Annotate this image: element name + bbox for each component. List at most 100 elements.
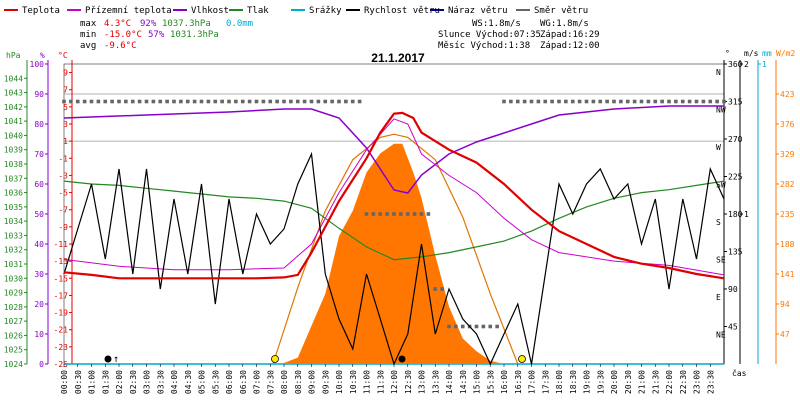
moonset-marker [398,355,406,363]
x-tick-label: 15:30 [486,370,495,394]
x-tick-label: 10:30 [349,370,358,394]
temperature-axis-tick-label: 9 [63,69,68,78]
axis-title-pct: % [40,51,45,60]
wind-direction-point [502,99,506,104]
wind-direction-point [364,212,369,216]
wind-direction-point [344,99,348,104]
wind-direction-point [227,99,231,104]
x-tick-label: 13:30 [431,370,440,394]
wind-direction-point [399,212,403,216]
x-tick-label: 07:00 [253,370,262,394]
wind-direction-point [433,287,438,291]
direction-axis-tick-label: 315 [728,98,743,107]
wind-direction-point [674,99,678,104]
wind-direction-point [570,99,575,104]
axis-title-wm2: W/m2 [776,49,795,58]
wind-direction-point [179,99,183,104]
wind-direction-point [357,99,362,104]
x-tick-label: 18:00 [555,370,564,394]
stat-sun-rise: Slunce Východ:07:35 [438,30,541,40]
humidity-axis-tick-label: 80 [34,120,44,129]
wind-direction-point [282,99,286,104]
wind-direction-point [69,99,73,104]
x-tick-label: 12:30 [404,370,413,394]
x-tick-label: 01:30 [101,370,110,394]
axis-title-deg: ° [725,49,730,58]
wind-direction-point [144,99,149,104]
direction-axis-compass-label: SE [716,256,726,265]
legend-label-3: Tlak [247,6,269,16]
axis-title-mm: mm [762,49,772,58]
direction-axis-tick-label: 360 [728,60,743,69]
wind-direction-point [598,99,603,104]
solar-axis-tick-label: 423 [780,90,795,99]
series-temperature [63,111,725,280]
direction-axis-compass-label: S [716,218,721,227]
wind-direction-point [103,99,108,104]
pressure-axis-tick-label: 1043 [4,89,23,98]
x-tick-label: 16:30 [514,370,523,394]
sunrise-marker [271,355,279,363]
solar-axis-tick-label: 141 [780,270,795,279]
pressure-axis-tick-label: 1027 [4,317,23,326]
axis-title-degc: °C [58,51,68,60]
temperature-axis-tick-label: -17 [54,291,69,300]
temperature-axis-tick-label: -7 [58,206,68,215]
stat-max-label: max [80,19,97,29]
wind-direction-point [220,99,224,104]
wind-direction-point [509,99,513,104]
temperature-axis-tick-label: -11 [54,240,69,249]
solar-axis-tick-label: 329 [780,150,795,159]
humidity-axis-tick-label: 10 [34,330,44,339]
x-tick-label: 22:00 [665,370,674,394]
humidity-axis-tick-label: 20 [34,300,44,309]
solar-axis-tick-label: 376 [780,120,795,129]
humidity-axis-tick-label: 70 [34,150,44,159]
wind-direction-point [350,99,355,104]
solar-axis-tick-label: 188 [780,240,795,249]
chart-plot [62,99,726,366]
wind-direction-point [82,99,87,104]
legend-label-2: Vlhkost [191,6,229,16]
stats-block: max 4.3°C 92% 1037.3hPa 0.0mm min -15.0°… [80,19,600,51]
wind-direction-point [495,324,499,329]
x-tick-label: 23:30 [706,370,715,394]
wind-direction-point [254,99,259,104]
temperature-axis-tick-label: -23 [54,343,69,352]
x-tick-label: 17:00 [528,370,537,394]
astro-markers: ↑ [104,354,526,365]
pressure-axis-tick-label: 1032 [4,246,23,255]
x-tick-label: 20:00 [610,370,619,394]
wind-direction-point [378,212,383,216]
axis-title-hpa: hPa [6,51,21,60]
wind-direction-point [268,99,273,104]
solar-axis-tick-label: 235 [780,210,795,219]
wind-direction-point [213,99,218,104]
wind-direction-point [481,324,486,329]
wind-direction-point [474,324,479,329]
stat-min-temp: -15.0°C [104,30,142,40]
stat-max-rain: 0.0mm [226,19,253,29]
x-tick-label: 14:00 [445,370,454,394]
wind-direction-point [309,99,314,104]
wind-direction-point [550,99,554,104]
legend-label-0: Teplota [22,6,60,16]
x-tick-label: 09:00 [308,370,317,394]
temperature-axis-tick-label: -5 [58,189,68,198]
wind-direction-point [536,99,541,104]
pressure-axis-tick-label: 1034 [4,217,23,226]
chart-axes: 1024102510261027102810291030103110321033… [4,60,795,369]
legend-label-7: Směr větru [534,6,588,16]
x-tick-label: 00:00 [60,370,69,394]
wind-axis-tick-label: 2 [744,60,749,69]
wind-direction-point [419,212,424,216]
direction-axis-compass-label: SW [716,181,726,190]
legend-label-4: Srážky [309,6,342,16]
wind-direction-point [564,99,568,104]
stat-wg: WG:1.8m/s [540,19,589,29]
wind-direction-point [261,99,266,104]
stat-avg-label: avg [80,41,96,51]
legend-label-6: Náraz větru [448,6,508,16]
rain-axis-tick-label: 1 [762,60,767,69]
